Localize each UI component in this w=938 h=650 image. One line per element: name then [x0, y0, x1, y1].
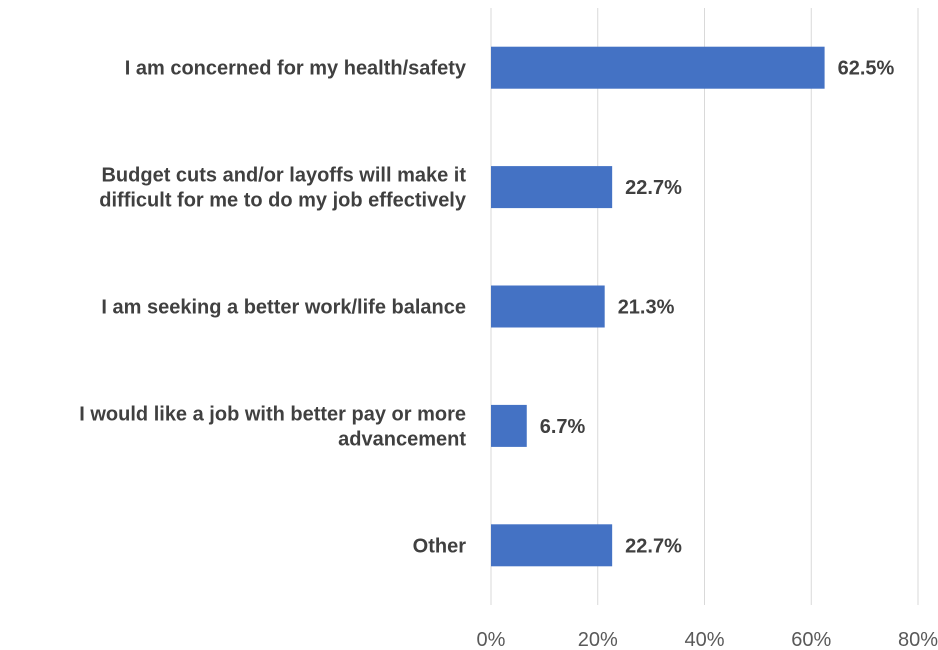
data-label: 22.7%	[625, 177, 682, 199]
data-labels: 62.5% 22.7% 21.3% 6.7% 22.7%	[540, 58, 895, 558]
category-labels: I am concerned for my health/safety Budge…	[79, 58, 467, 558]
bar	[491, 166, 613, 209]
bar	[491, 404, 527, 447]
bar	[491, 524, 613, 567]
category-label: Other	[413, 535, 467, 557]
category-label: I would like a job with better pay or mo…	[79, 403, 466, 450]
bar	[491, 285, 605, 328]
x-axis-ticks: 0% 20% 40% 60% 80%	[477, 629, 938, 650]
x-tick-label: 60%	[791, 629, 831, 650]
gridlines	[490, 8, 919, 605]
data-label: 6.7%	[540, 416, 586, 438]
data-label: 22.7%	[625, 535, 682, 557]
category-label: Budget cuts and/or layoffs will make it d…	[99, 165, 467, 212]
data-label: 21.3%	[618, 297, 675, 319]
category-label: I am concerned for my health/safety	[125, 58, 467, 80]
data-label: 62.5%	[838, 58, 895, 80]
x-tick-label: 40%	[684, 629, 724, 650]
category-label: I am seeking a better work/life balance	[101, 297, 466, 319]
x-tick-label: 0%	[477, 629, 506, 650]
x-tick-label: 20%	[578, 629, 618, 650]
x-tick-label: 80%	[898, 629, 938, 650]
bars	[491, 46, 825, 567]
bar	[491, 46, 825, 89]
